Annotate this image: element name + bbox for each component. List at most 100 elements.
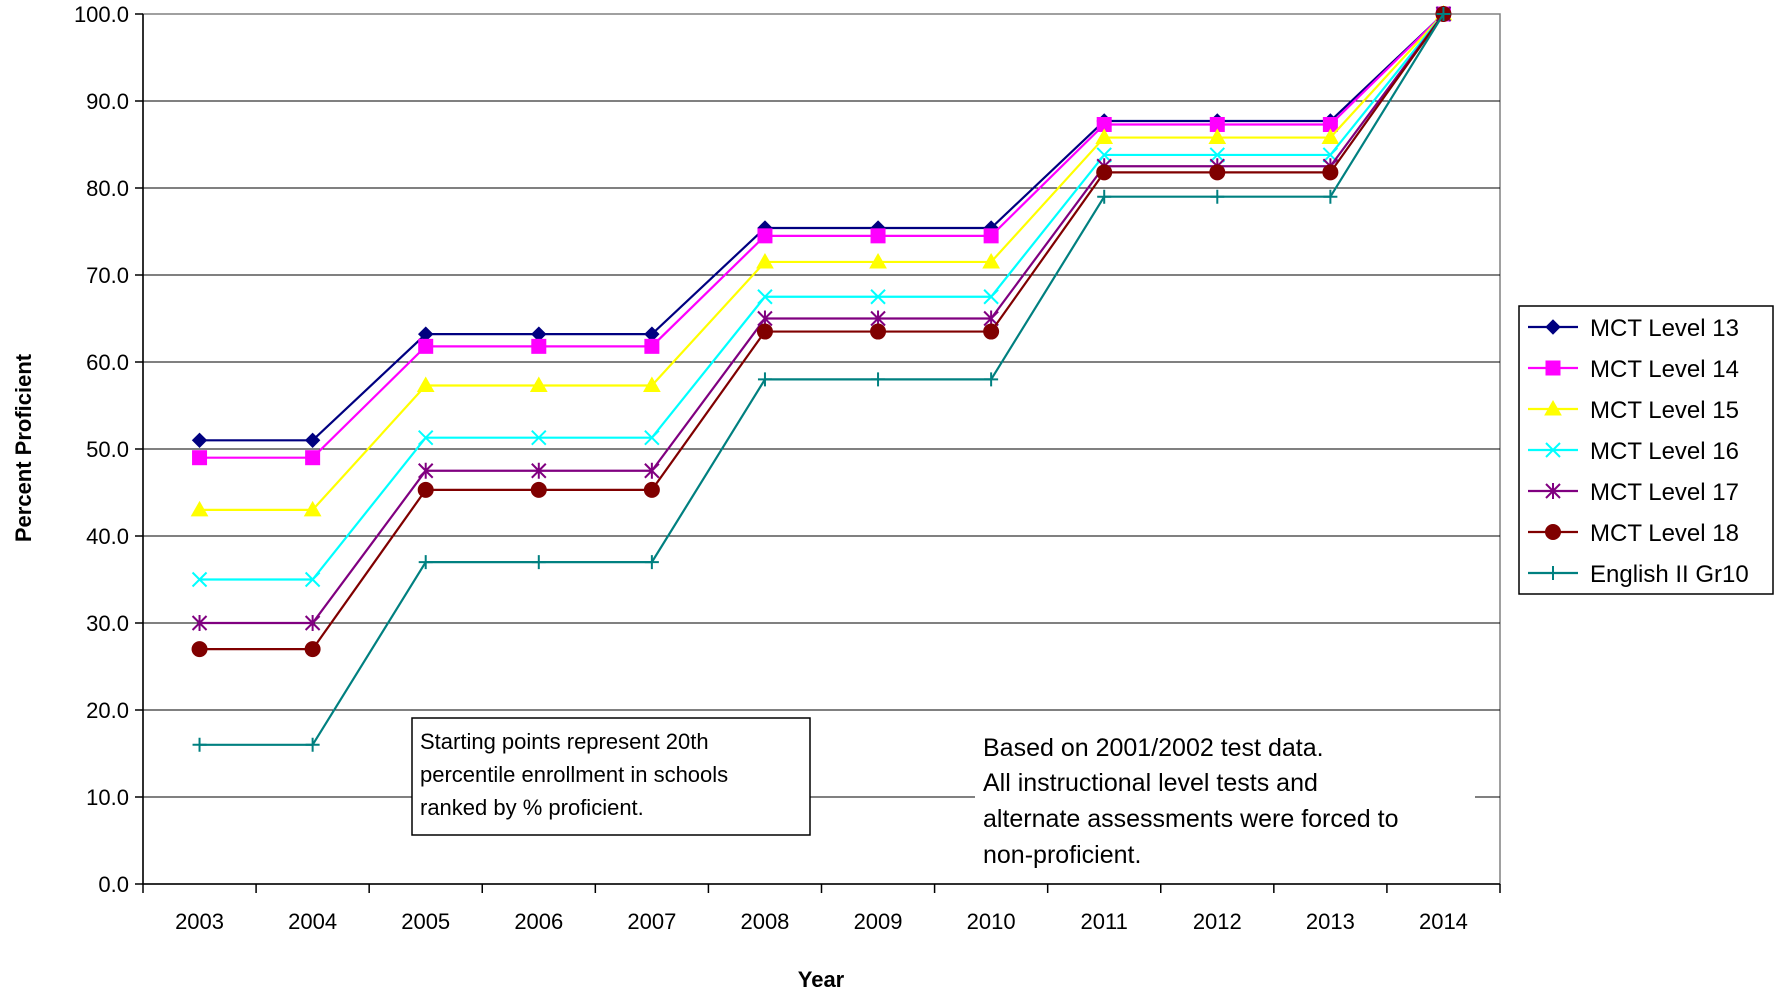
series-line <box>199 13 1445 746</box>
data-point <box>757 372 772 387</box>
annotation-line: ranked by % proficient. <box>420 795 644 820</box>
data-point <box>190 500 209 517</box>
data-point <box>531 338 547 354</box>
series-mct-level-17 <box>191 6 1452 631</box>
x-tick-label: 2009 <box>854 909 903 934</box>
series-mct-level-13 <box>191 6 1452 449</box>
data-point <box>983 228 999 244</box>
data-point <box>191 432 208 449</box>
data-point <box>191 641 208 658</box>
data-point <box>756 323 773 340</box>
data-point <box>757 228 773 244</box>
y-tick-label: 10.0 <box>86 785 129 810</box>
annotation-line: non-proficient. <box>983 841 1141 869</box>
data-point <box>644 429 660 446</box>
data-point <box>984 372 999 387</box>
annotation-line: percentile enrollment in schools <box>420 762 728 787</box>
data-point <box>1096 164 1113 181</box>
data-point <box>870 289 886 305</box>
legend-item: English II Gr10 <box>1528 561 1749 588</box>
y-tick-label: 90.0 <box>86 89 129 114</box>
data-point <box>305 450 321 466</box>
y-tick-label: 60.0 <box>86 350 129 375</box>
data-point <box>418 555 433 570</box>
series-mct-level-14 <box>192 6 1451 466</box>
legend-marker <box>1545 483 1561 499</box>
data-point <box>303 500 322 517</box>
legend-item: MCT Level 15 <box>1528 397 1739 424</box>
x-tick-label: 2004 <box>288 909 337 934</box>
series-lines <box>190 4 1453 752</box>
y-tick-label: 40.0 <box>86 524 129 549</box>
annotation-test-data: Based on 2001/2002 test data. All instru… <box>975 722 1475 872</box>
data-point <box>1210 189 1225 204</box>
data-point <box>304 615 321 631</box>
data-point <box>1209 164 1226 181</box>
y-tick-label: 30.0 <box>86 611 129 636</box>
data-point <box>192 450 208 466</box>
legend-label: English II Gr10 <box>1590 561 1749 588</box>
legend-item: MCT Level 13 <box>1528 315 1739 342</box>
legend-label: MCT Level 14 <box>1590 356 1739 383</box>
legend-label: MCT Level 15 <box>1590 397 1739 424</box>
data-point <box>418 338 434 354</box>
legend-item: MCT Level 18 <box>1528 520 1739 547</box>
data-point <box>304 571 321 588</box>
x-axis-title: Year <box>798 967 845 992</box>
series-mct-level-15 <box>190 4 1453 517</box>
data-point <box>305 737 320 752</box>
annotation-starting-points: Starting points represent 20th percentil… <box>411 717 811 836</box>
data-point <box>531 429 547 446</box>
annotation-line: alternate assessments were forced to <box>983 805 1398 833</box>
data-point <box>644 462 660 479</box>
data-point <box>983 289 999 305</box>
data-point <box>644 555 659 570</box>
y-tick-label: 70.0 <box>86 263 129 288</box>
series-line <box>199 13 1445 651</box>
series-line <box>199 13 1445 442</box>
legend-label: MCT Level 18 <box>1590 520 1739 547</box>
y-tick-label: 0.0 <box>98 872 129 897</box>
legend-item: MCT Level 17 <box>1528 479 1739 506</box>
legend-item: MCT Level 16 <box>1528 438 1739 465</box>
legend-label: MCT Level 17 <box>1590 479 1739 506</box>
x-tick-label: 2010 <box>967 909 1016 934</box>
y-tick-label: 100.0 <box>74 2 129 27</box>
data-point <box>870 228 886 244</box>
data-point <box>304 432 321 449</box>
data-point <box>191 615 208 631</box>
data-point <box>869 252 887 269</box>
data-point <box>418 429 434 446</box>
legend-label: MCT Level 16 <box>1590 438 1739 465</box>
annotation-line: All instructional level tests and <box>983 769 1318 797</box>
data-point <box>416 376 435 392</box>
legend: MCT Level 13 MCT Level 14 MCT Level 15 MCT … <box>1518 305 1774 595</box>
legend-marker <box>1545 319 1561 335</box>
y-tick-label: 50.0 <box>86 437 129 462</box>
axes: 0.0 10.0 20.0 30.0 40.0 50.0 60.0 70.0 80.0 90.0 1… <box>74 2 1501 934</box>
data-point <box>418 462 434 479</box>
series-line <box>199 13 1445 459</box>
legend-marker <box>1545 524 1561 540</box>
data-point <box>530 481 547 498</box>
data-point <box>529 376 548 392</box>
annotation-background <box>975 722 1475 872</box>
y-tick-label: 80.0 <box>86 176 129 201</box>
data-point <box>983 323 1000 340</box>
data-point <box>191 571 208 588</box>
data-point <box>1322 164 1339 181</box>
x-tick-label: 2008 <box>740 909 789 934</box>
data-point <box>1097 189 1112 204</box>
data-point <box>1096 147 1112 163</box>
annotation-line: Starting points represent 20th <box>420 729 709 754</box>
data-point <box>871 372 886 387</box>
series-line <box>199 13 1445 625</box>
x-tick-label: 2006 <box>514 909 563 934</box>
series-english-ii-gr10 <box>192 7 1451 752</box>
legend-marker <box>1546 566 1560 580</box>
data-point <box>757 289 773 305</box>
legend-marker <box>1544 399 1562 416</box>
data-point <box>1321 128 1340 145</box>
data-point <box>870 323 887 340</box>
